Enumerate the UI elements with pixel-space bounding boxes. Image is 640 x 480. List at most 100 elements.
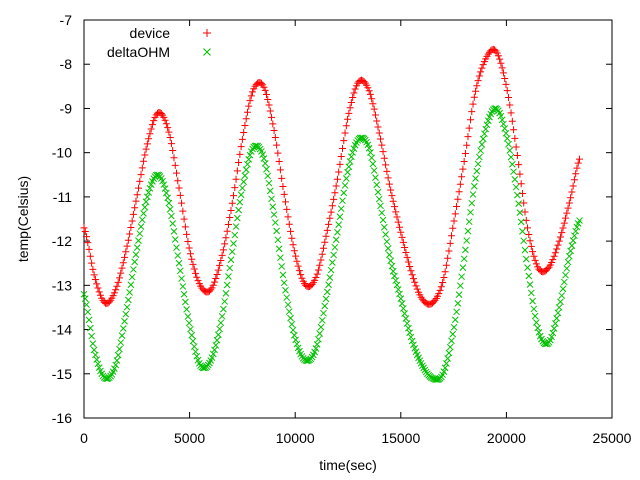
- y-tick-label: -13: [52, 277, 72, 293]
- data-point: [444, 355, 452, 362]
- data-point: [525, 231, 533, 239]
- data-point: [374, 188, 382, 196]
- data-point: [451, 210, 459, 218]
- data-point: [501, 125, 509, 132]
- data-point: [554, 241, 562, 249]
- data-point: [453, 203, 461, 211]
- data-point: [84, 308, 92, 316]
- data-point: [313, 341, 321, 348]
- data-point: [268, 195, 275, 203]
- data-point: [515, 161, 523, 169]
- data-point: [569, 237, 577, 244]
- data-point: [150, 117, 158, 125]
- data-point: [174, 177, 182, 185]
- data-point: [93, 356, 101, 363]
- data-point: [119, 325, 127, 332]
- data-point: [243, 108, 251, 116]
- data-point: [128, 273, 136, 281]
- data-point: [374, 123, 382, 131]
- series-deltaohm: [80, 105, 583, 383]
- data-point: [432, 376, 440, 383]
- data-point: [138, 216, 146, 224]
- data-point: [445, 247, 453, 255]
- data-point: [115, 274, 123, 282]
- data-point: [133, 191, 141, 199]
- data-point: [569, 182, 577, 190]
- data-point: [397, 295, 405, 302]
- data-point: [83, 301, 90, 309]
- data-point: [298, 274, 306, 282]
- data-point: [548, 333, 555, 341]
- data-point: [222, 234, 230, 242]
- data-point: [230, 240, 237, 247]
- data-point: [141, 203, 149, 211]
- data-point: [179, 283, 187, 290]
- data-point: [334, 228, 341, 236]
- data-point: [185, 319, 193, 327]
- data-point: [231, 184, 239, 192]
- data-point: [498, 116, 506, 124]
- legend-marker-device: [203, 29, 211, 37]
- data-point: [180, 215, 188, 223]
- data-point: [513, 152, 521, 160]
- data-point: [344, 168, 351, 176]
- data-point: [212, 341, 220, 349]
- data-point: [462, 246, 469, 254]
- data-point: [512, 183, 520, 191]
- data-point: [472, 87, 480, 95]
- data-point: [245, 102, 253, 110]
- data-point: [481, 130, 488, 138]
- data-point: [211, 346, 218, 354]
- data-point: [333, 175, 341, 183]
- data-point: [216, 325, 223, 333]
- x-tick-label: 0: [80, 430, 88, 446]
- data-point: [183, 230, 191, 238]
- data-point: [516, 209, 524, 216]
- data-point: [171, 161, 179, 169]
- data-point: [576, 217, 583, 224]
- data-point: [176, 191, 184, 199]
- data-point: [387, 186, 395, 194]
- data-point: [388, 192, 396, 200]
- data-point: [169, 146, 177, 154]
- data-point: [549, 329, 557, 337]
- data-point: [505, 140, 512, 148]
- data-point: [86, 324, 94, 332]
- data-point: [401, 310, 408, 317]
- data-point: [274, 149, 282, 157]
- data-point: [456, 180, 464, 188]
- data-point: [497, 112, 505, 120]
- data-point: [557, 298, 564, 306]
- data-point: [375, 195, 383, 203]
- data-point: [216, 261, 224, 269]
- data-point: [176, 267, 184, 275]
- data-point: [241, 122, 249, 130]
- data-point: [133, 244, 141, 251]
- data-point: [440, 274, 448, 282]
- data-point: [402, 315, 410, 322]
- data-point: [469, 191, 477, 198]
- data-point: [408, 337, 416, 345]
- data-point: [346, 104, 354, 112]
- data-point: [247, 92, 255, 100]
- data-point: [175, 184, 183, 192]
- data-point: [479, 61, 487, 69]
- data-point: [470, 93, 478, 101]
- data-point: [478, 64, 486, 72]
- data-point: [383, 167, 391, 175]
- data-point: [384, 174, 392, 182]
- data-point: [127, 281, 135, 289]
- data-point: [266, 187, 274, 195]
- data-point: [249, 88, 257, 96]
- data-point: [95, 288, 103, 296]
- data-point: [520, 237, 528, 245]
- data-point: [450, 323, 458, 331]
- data-point: [391, 272, 398, 280]
- data-point: [443, 360, 450, 367]
- data-point: [370, 105, 378, 113]
- data-point: [111, 365, 118, 372]
- data-point: [473, 167, 481, 175]
- data-point: [412, 282, 420, 290]
- data-point: [171, 236, 179, 243]
- data-point: [318, 250, 326, 258]
